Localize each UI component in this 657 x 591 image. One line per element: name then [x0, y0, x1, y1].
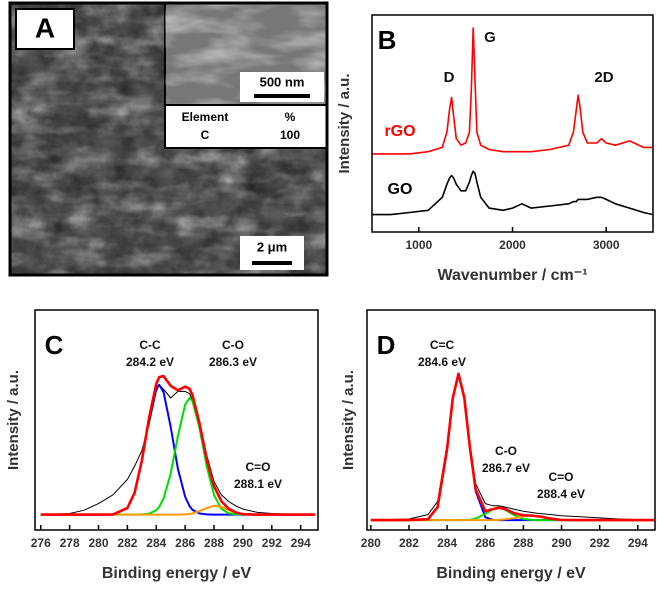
annotation: C=O	[548, 470, 573, 484]
annotation: G	[484, 29, 496, 46]
series-line	[370, 372, 655, 522]
y-axis-label: Intensity / a.u.	[5, 370, 22, 470]
x-axis-label: Binding energy / eV	[436, 565, 586, 582]
sem-border	[8, 1, 329, 277]
series-line	[40, 374, 316, 516]
x-tick-label: 288	[204, 536, 224, 550]
x-tick-label: 286	[475, 536, 495, 550]
x-tick-label: 282	[399, 536, 419, 550]
panel-label-box	[15, 8, 75, 50]
x-tick-label: 294	[628, 536, 648, 550]
annotation: C-O	[222, 338, 244, 352]
plot-frame	[371, 14, 654, 233]
x-tick-label: 294	[291, 536, 311, 550]
annotation: C=O	[245, 460, 270, 474]
x-axis-label: Binding energy / eV	[102, 565, 252, 582]
panel-label: C	[45, 330, 64, 360]
x-tick-label: 292	[590, 536, 610, 550]
y-axis-label: Intensity / a.u.	[336, 73, 353, 173]
x-tick-label: 286	[175, 536, 195, 550]
x-tick-label: 280	[89, 536, 109, 550]
annotation: 286.3 eV	[209, 355, 257, 369]
plot-frame	[366, 309, 656, 531]
x-tick-label: 284	[437, 536, 457, 550]
panel-label: D	[377, 330, 396, 360]
x-tick-label: 280	[361, 536, 381, 550]
x-tick-label: 276	[31, 536, 51, 550]
panel-label: B	[378, 25, 397, 55]
x-tick-label: 292	[262, 536, 282, 550]
x-tick-label: 1000	[405, 238, 432, 252]
x-tick-label: 290	[552, 536, 572, 550]
series-line	[372, 27, 653, 155]
x-axis-label: Wavenumber / cm⁻¹	[437, 267, 587, 284]
annotation: C=C	[430, 338, 455, 352]
annotation: C-O	[495, 444, 517, 458]
annotation: C-C	[139, 338, 161, 352]
element-table	[164, 104, 328, 149]
x-tick-label: 288	[513, 536, 533, 550]
x-tick-label: 284	[146, 536, 166, 550]
annotation: 284.2 eV	[126, 355, 174, 369]
annotation: 288.1 eV	[234, 477, 282, 491]
table-cell: C	[201, 128, 210, 142]
annotation: 286.7 eV	[482, 461, 530, 475]
series-label: rGO	[384, 123, 415, 140]
table-header: Element	[182, 110, 229, 124]
series-line	[40, 384, 316, 516]
series-line	[40, 383, 316, 516]
series-label: GO	[388, 181, 413, 198]
series-line	[40, 397, 316, 516]
table-cell: 100	[280, 128, 300, 142]
scale-label: 2 μm	[257, 239, 287, 254]
table-header: %	[285, 110, 296, 124]
series-line	[372, 170, 654, 216]
panel-label: A	[35, 12, 55, 43]
annotation: D	[444, 69, 455, 86]
x-tick-label: 3000	[593, 238, 620, 252]
annotation: 2D	[594, 69, 613, 86]
x-tick-label: 290	[233, 536, 253, 550]
annotation: 288.4 eV	[537, 487, 585, 501]
x-tick-label: 278	[60, 536, 80, 550]
x-tick-label: 2000	[499, 238, 526, 252]
sem-panel: Element % C 100 500 nm 2 μm A	[8, 1, 329, 277]
annotation: 284.6 eV	[418, 355, 466, 369]
plot-frame	[34, 309, 319, 531]
scale-label: 500 nm	[260, 74, 305, 89]
x-tick-label: 282	[117, 536, 137, 550]
y-axis-label: Intensity / a.u.	[340, 370, 357, 470]
